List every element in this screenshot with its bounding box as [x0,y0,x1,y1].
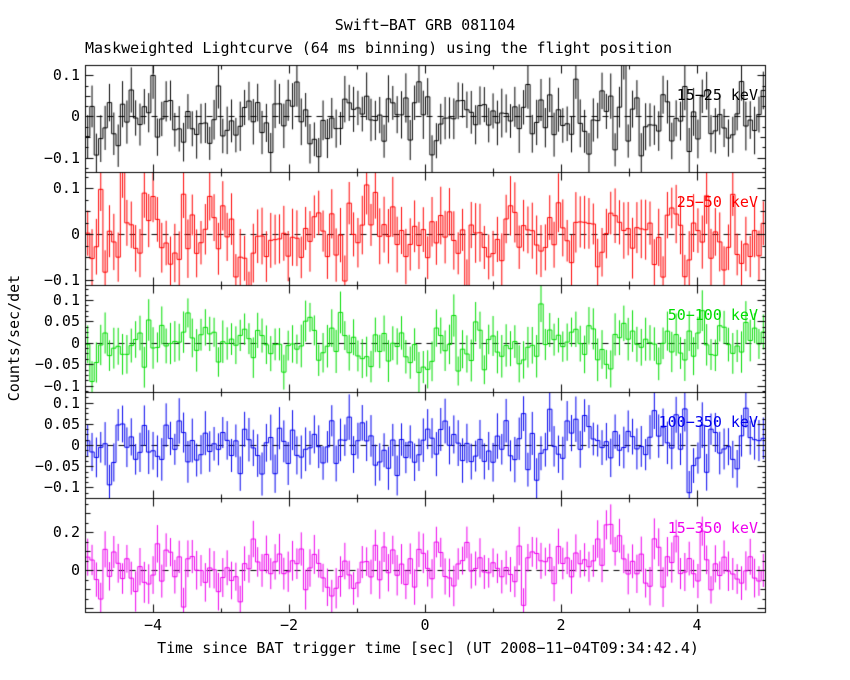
y-tick-label: −0.1 [43,271,80,290]
y-tick-label: 0.1 [52,290,80,309]
chart-title: Swift−BAT GRB 081104 [334,16,516,34]
y-tick-label: −0.1 [43,376,80,395]
x-tick-label: 0 [420,616,430,634]
y-tick-label: −0.05 [34,355,80,374]
chart-subtitle: Maskweighted Lightcurve (64 ms binning) … [85,39,672,57]
y-tick-label: 0 [70,225,80,244]
y-tick-label: 0 [70,333,80,352]
panel-label-15-25-kev: 15−25 keV [676,86,758,104]
x-tick-label: 4 [692,616,702,634]
panel-label-100-350-kev: 100−350 keV [658,413,758,431]
y-tick-label: −0.1 [43,148,80,167]
y-tick-label: 0.05 [43,312,80,331]
x-tick-label: −2 [279,616,299,634]
x-axis-label: Time since BAT trigger time [sec] (UT 20… [157,639,699,657]
y-tick-label: 0 [70,561,80,580]
panel-label-25-50-kev: 25−50 keV [676,193,758,211]
panel-label-15-350-kev: 15−350 keV [667,519,758,537]
y-tick-label: −0.1 [43,478,80,497]
y-axis-label: Counts/sec/det [5,274,23,402]
y-tick-label: −0.05 [34,457,80,476]
y-tick-label: 0 [70,436,80,454]
y-tick-label: 0 [70,107,80,126]
panel-label-50-100-kev: 50−100 keV [667,306,758,324]
x-tick-label: 2 [556,616,566,634]
y-tick-label: 0.1 [52,66,80,85]
y-tick-label: 0.1 [52,393,80,412]
y-tick-label: 0.2 [52,523,80,542]
y-tick-label: 0.1 [52,179,80,198]
x-tick-label: −4 [143,616,163,634]
y-tick-label: 0.05 [43,414,80,433]
